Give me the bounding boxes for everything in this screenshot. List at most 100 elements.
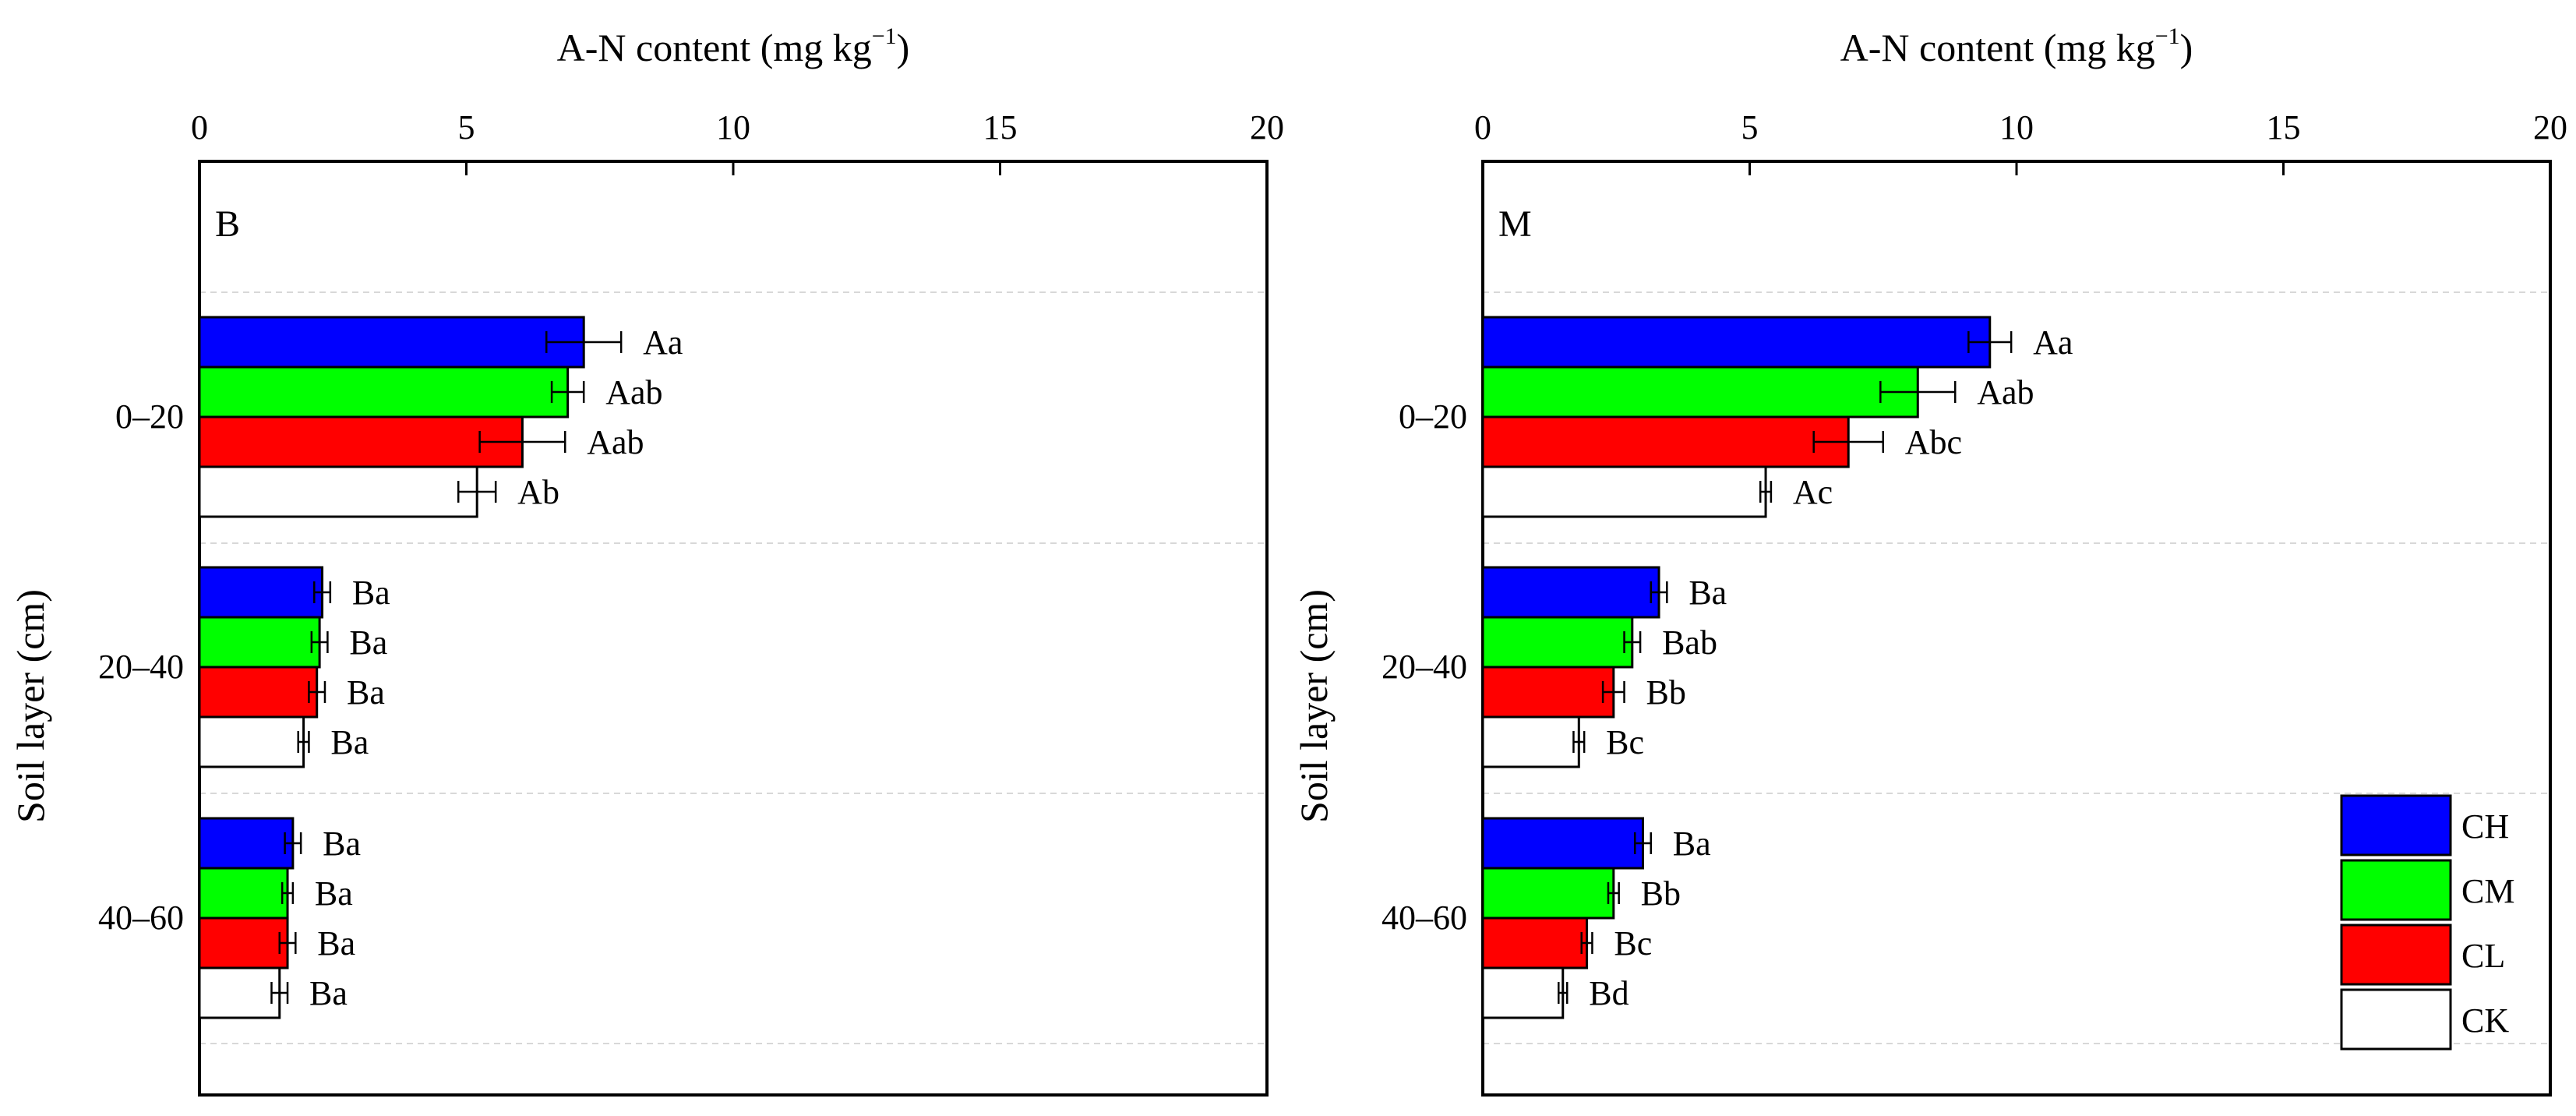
significance-label: Bd (1589, 974, 1629, 1012)
y-category-label: 0–20 (1399, 397, 1467, 436)
x-tick-label: 10 (716, 108, 750, 147)
y-category-label: 20–40 (1382, 648, 1467, 686)
legend-swatch-CH (2340, 794, 2452, 856)
bar-CK-40–60 (198, 966, 281, 1019)
bar-CL-20–40 (1481, 666, 1615, 719)
significance-label: Ba (349, 623, 387, 662)
bar-CM-20–40 (1481, 616, 1634, 669)
panel-label: B (215, 203, 240, 245)
significance-label: Bb (1646, 673, 1686, 712)
significance-label: Aa (2033, 323, 2073, 362)
x-tick-label: 20 (1250, 108, 1284, 147)
bar-CH-0–20 (1481, 316, 1992, 369)
significance-label: Aab (587, 423, 644, 461)
error-bar (1601, 681, 1625, 703)
bar-CL-40–60 (1481, 916, 1589, 969)
legend-label-CK: CK (2461, 1001, 2509, 1040)
bar-CH-40–60 (198, 817, 295, 870)
x-tick-label: 0 (191, 108, 208, 147)
error-bar (1650, 581, 1668, 603)
legend-label-CH: CH (2461, 807, 2509, 846)
significance-label: Ba (315, 874, 353, 913)
x-tick-label: 0 (1474, 108, 1491, 147)
error-bar (1607, 882, 1620, 904)
x-tick-label: 10 (1999, 108, 2034, 147)
significance-label: Ba (1673, 825, 1711, 863)
error-bar (1623, 631, 1642, 653)
error-bar (297, 731, 310, 753)
significance-label: Ba (317, 924, 355, 962)
bar-CK-0–20 (1481, 465, 1767, 518)
error-bar (278, 932, 297, 954)
x-tick-label: 20 (2533, 108, 2567, 147)
y-category-label: 40–60 (98, 899, 184, 937)
significance-label: Abc (1905, 423, 1962, 461)
significance-label: Ba (352, 574, 390, 612)
bar-CH-40–60 (1481, 817, 1644, 870)
bar-CK-0–20 (198, 465, 478, 518)
significance-label: Ba (347, 673, 385, 712)
x-axis-title: A-N content (mg kg−1) (557, 23, 910, 69)
panel-label: M (1498, 203, 1532, 245)
error-bar (1967, 331, 2013, 353)
bar-CL-0–20 (198, 415, 524, 468)
error-bar (1879, 381, 1957, 403)
significance-label: Aab (1977, 373, 2034, 411)
bar-CK-20–40 (1481, 715, 1580, 768)
significance-label: Ab (517, 473, 559, 511)
error-bar (308, 681, 326, 703)
error-bar (284, 832, 302, 854)
significance-label: Bc (1614, 924, 1652, 962)
x-axis-title: A-N content (mg kg−1) (1840, 23, 2193, 69)
significance-label: Bc (1606, 723, 1644, 761)
x-tick-label: 15 (983, 108, 1018, 147)
bar-CM-0–20 (1481, 366, 1919, 418)
bar-CM-0–20 (198, 366, 570, 418)
y-category-label: 20–40 (98, 648, 184, 686)
error-bar (1812, 431, 1884, 453)
y-axis-title: Soil layer (cm) (9, 589, 52, 823)
error-bar (1580, 932, 1593, 954)
bar-CL-20–40 (198, 666, 319, 719)
bar-CH-20–40 (1481, 566, 1660, 619)
legend-label-CL: CL (2461, 937, 2505, 975)
error-bar (281, 882, 295, 904)
legend-swatch-CK (2340, 988, 2452, 1051)
significance-label: Bab (1662, 623, 1717, 662)
y-category-label: 40–60 (1382, 899, 1467, 937)
significance-label: Ba (309, 974, 348, 1012)
significance-label: Ba (323, 825, 361, 863)
error-bar (310, 631, 329, 653)
panel-B: 0 5 10 15 20 A-N content (mg kg−1) Soil layer … (9, 23, 1284, 1097)
bar-CM-20–40 (198, 616, 321, 669)
bar-CM-40–60 (1481, 867, 1615, 920)
error-bar (478, 431, 566, 453)
significance-label: Ba (1689, 574, 1727, 612)
significance-label: Ac (1793, 473, 1833, 511)
bar-CK-20–40 (198, 715, 305, 768)
legend-swatch-CM (2340, 859, 2452, 921)
y-axis-title: Soil layer (cm) (1292, 589, 1336, 823)
significance-label: Bb (1641, 874, 1681, 913)
bar-CL-0–20 (1481, 415, 1850, 468)
legend-label-CM: CM (2461, 872, 2514, 910)
significance-label: Aab (605, 373, 662, 411)
error-bar (550, 381, 585, 403)
x-tick-label: 5 (1741, 108, 1759, 147)
error-bar (313, 581, 332, 603)
error-bar (1558, 982, 1569, 1004)
legend-swatch-CL (2340, 924, 2452, 986)
error-bar (457, 481, 497, 503)
error-bar (1759, 481, 1773, 503)
error-bar (270, 982, 289, 1004)
bar-CM-40–60 (198, 867, 289, 920)
significance-label: Ba (330, 723, 369, 761)
bar-CH-20–40 (198, 566, 324, 619)
x-tick-label: 5 (458, 108, 475, 147)
error-bar (545, 331, 623, 353)
x-tick-label: 15 (2267, 108, 2301, 147)
panel-M: 0 5 10 15 20 A-N content (mg kg−1) Soil layer … (1292, 23, 2567, 1097)
significance-label: Aa (643, 323, 683, 362)
bar-CL-40–60 (198, 916, 289, 969)
